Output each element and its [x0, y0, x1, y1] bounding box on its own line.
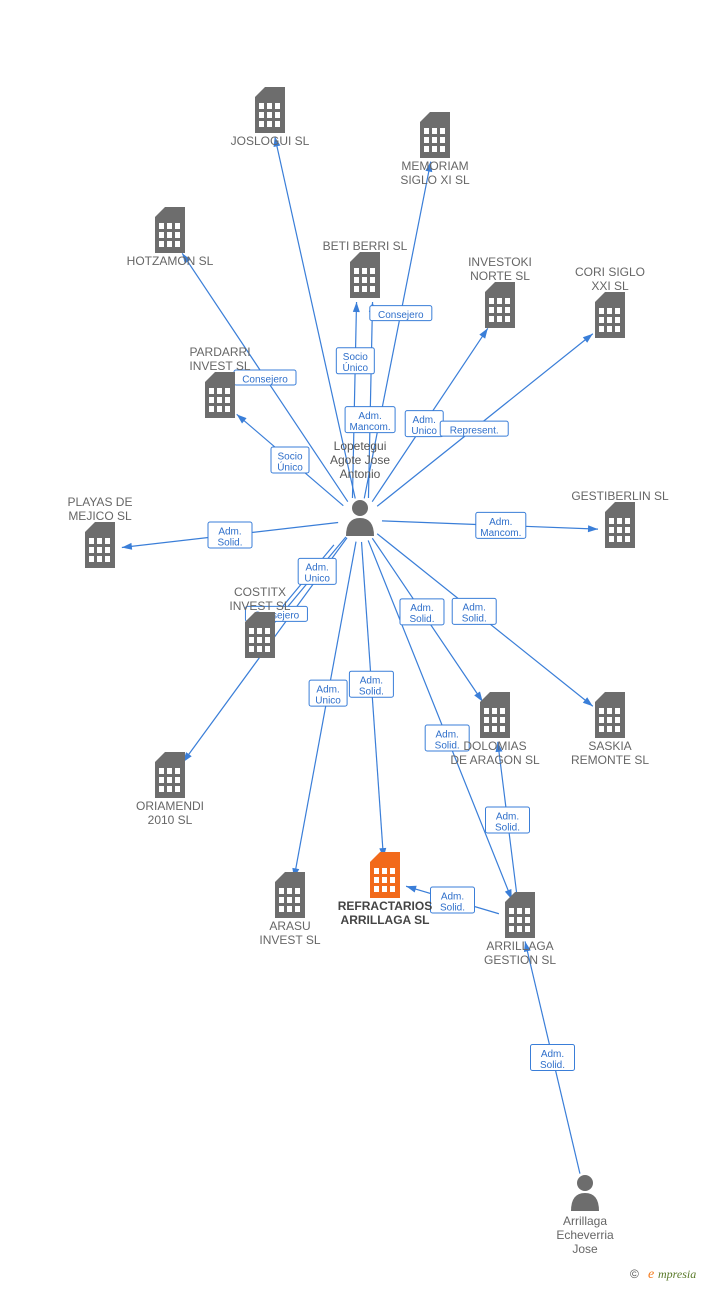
center-person-icon: [346, 500, 374, 536]
building-icon: [595, 292, 625, 338]
node-label: REMONTE SL: [571, 753, 649, 767]
node-label: ARRILLAGA: [486, 939, 553, 953]
node-label: DOLOMIAS: [463, 739, 526, 753]
edge-label-text: Adm.: [541, 1049, 564, 1060]
arrowhead: [588, 525, 598, 532]
node-label: SIGLO XI SL: [400, 173, 470, 187]
edge-label-text: Adm.: [360, 676, 383, 687]
node-label: Echeverria: [556, 1228, 614, 1242]
edge-label-text: Solid.: [435, 740, 460, 751]
edge: [362, 542, 384, 858]
edge-label-text: Solid.: [495, 822, 520, 833]
edge-label-text: Socio: [277, 451, 302, 462]
edge-label-text: Adm.: [436, 729, 459, 740]
copyright-symbol: ©: [630, 1267, 639, 1281]
building-icon: [420, 112, 450, 158]
node-label: Arrillaga: [563, 1214, 607, 1228]
node-label: HOTZAMON SL: [127, 254, 214, 268]
node-label: GESTION SL: [484, 953, 556, 967]
edge-label-text: Consejero: [378, 310, 424, 321]
arrowhead: [479, 328, 487, 338]
edge-label-text: Adm.: [489, 517, 512, 528]
edge-label-text: Represent.: [450, 425, 499, 436]
edge-label-text: Mancom.: [480, 528, 521, 539]
edge-label-text: Unico: [304, 574, 330, 585]
edge-label-text: Solid.: [359, 687, 384, 698]
edge-label-text: Socio: [343, 352, 368, 363]
edge-label-text: Adm.: [413, 415, 436, 426]
node-label: NORTE SL: [470, 269, 530, 283]
node-label: INVEST SL: [189, 359, 250, 373]
node-label: COSTITX: [234, 585, 286, 599]
node-label: PLAYAS DE: [68, 495, 133, 509]
arrowhead: [406, 886, 417, 893]
node-label: INVESTOKI: [468, 255, 532, 269]
edge-label-text: Solid.: [440, 902, 465, 913]
person-icon: [571, 1175, 599, 1211]
building-icon: [155, 752, 185, 798]
building-icon: [205, 372, 235, 418]
building-icon: [350, 252, 380, 298]
edge-label-text: Adm.: [316, 685, 339, 696]
edge-label-text: Adm.: [306, 563, 329, 574]
building-icon: [505, 892, 535, 938]
node-label: MEMORIAM: [401, 159, 468, 173]
building-icon: [485, 282, 515, 328]
edge-label-text: Solid.: [409, 614, 434, 625]
node-label: INVEST SL: [229, 599, 290, 613]
center-label: Agote Jose: [330, 453, 390, 467]
arrowhead: [122, 543, 132, 550]
arrowhead: [583, 334, 593, 343]
node-label: REFRACTARIOS: [338, 899, 432, 913]
node-label: ORIAMENDI: [136, 799, 204, 813]
building-highlight-icon: [370, 852, 400, 898]
node-label: 2010 SL: [148, 813, 193, 827]
node-label: BETI BERRI SL: [323, 239, 408, 253]
building-icon: [595, 692, 625, 738]
edge-label-text: Solid.: [217, 537, 242, 548]
building-icon: [245, 612, 275, 658]
edge-label-text: Único: [343, 361, 369, 374]
arrowhead: [353, 302, 360, 312]
edge-label-text: Adm.: [496, 811, 519, 822]
node-label: SASKIA: [588, 739, 631, 753]
building-icon: [85, 522, 115, 568]
edge: [294, 542, 356, 879]
building-icon: [155, 207, 185, 253]
edge-label-text: Adm.: [358, 411, 381, 422]
edge-label-text: Consejero: [242, 374, 288, 385]
edge-label-text: Adm.: [463, 603, 486, 614]
building-icon: [480, 692, 510, 738]
node-label: MEJICO SL: [68, 509, 132, 523]
edge-label-text: Único: [277, 460, 303, 473]
node-label: XXI SL: [591, 279, 629, 293]
arrowhead: [583, 697, 593, 706]
edge-label-text: Unico: [411, 426, 437, 437]
node-label: DE ARAGON SL: [450, 753, 540, 767]
node-label: ARRILLAGA SL: [341, 913, 430, 927]
edge-label-text: Adm.: [410, 603, 433, 614]
arrowhead: [474, 692, 482, 702]
edge-label-text: Mancom.: [350, 422, 391, 433]
building-icon: [605, 502, 635, 548]
edge-label-text: Solid.: [462, 614, 487, 625]
node-label: GESTIBERLIN SL: [571, 489, 669, 503]
network-diagram: ConsejeroConsejeroSocioÚnicoAdm.Mancom.A…: [0, 0, 728, 1290]
edge-label-text: Solid.: [540, 1060, 565, 1071]
building-icon: [275, 872, 305, 918]
brand-rest: mpresia: [658, 1267, 696, 1281]
node-label: CORI SIGLO: [575, 265, 645, 279]
center-label: Lopetegui: [334, 439, 387, 453]
building-icon: [255, 87, 285, 133]
node-label: ARASU: [269, 919, 310, 933]
node-label: Jose: [572, 1242, 598, 1256]
center-label: Antonio: [340, 467, 381, 481]
brand-e: e: [648, 1267, 654, 1282]
node-label: PARDARRI: [189, 345, 250, 359]
edge-label-text: Adm.: [441, 891, 464, 902]
edge-label-text: Adm.: [218, 526, 241, 537]
node-label: INVEST SL: [259, 933, 320, 947]
node-label: JOSLOGUI SL: [231, 134, 310, 148]
edge-label-text: Unico: [315, 696, 341, 707]
